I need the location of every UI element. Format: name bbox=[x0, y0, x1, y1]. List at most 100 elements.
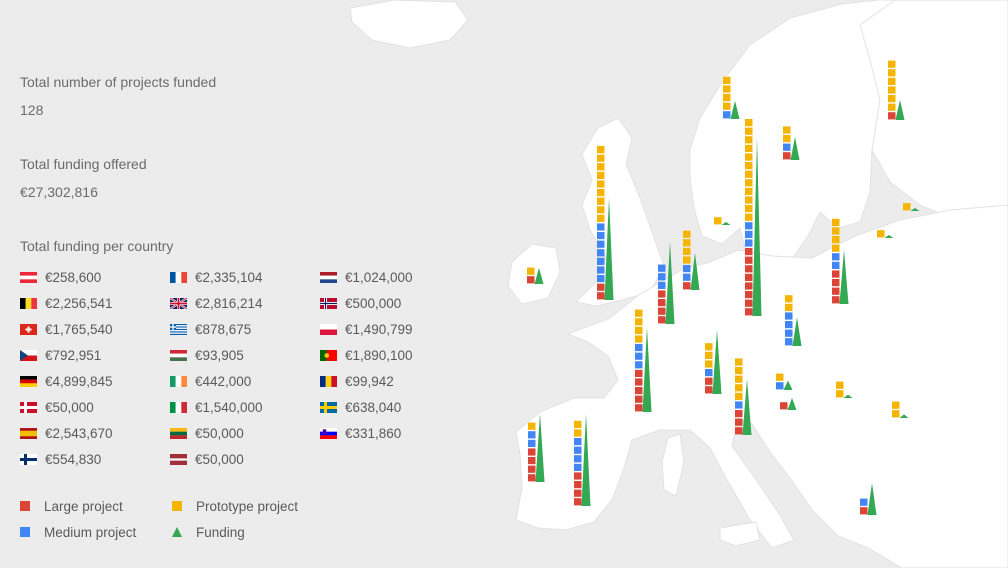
prototype-project-square bbox=[832, 236, 840, 244]
funding-triangle bbox=[792, 317, 802, 346]
large-project-square bbox=[832, 287, 840, 295]
prototype-project-square bbox=[597, 180, 605, 188]
medium-project-square bbox=[658, 264, 666, 272]
large-project-square bbox=[635, 404, 643, 412]
funding-triangle bbox=[712, 329, 722, 394]
funding-triangle bbox=[742, 379, 752, 435]
large-project-square bbox=[745, 256, 753, 264]
funding-triangle bbox=[910, 208, 920, 211]
medium-project-square bbox=[785, 338, 793, 346]
country-amount: €1,024,000 bbox=[345, 269, 413, 285]
medium-project-square bbox=[635, 361, 643, 369]
large-project-square bbox=[527, 276, 535, 284]
prototype-project-square bbox=[705, 343, 713, 351]
large-project-square bbox=[658, 299, 666, 307]
country-row: €554,830 bbox=[20, 446, 170, 472]
prototype-project-square bbox=[723, 94, 731, 102]
funding-triangle bbox=[787, 397, 797, 410]
large-project-square bbox=[658, 307, 666, 315]
country-amount: €258,600 bbox=[45, 269, 102, 285]
marker-poland bbox=[832, 218, 849, 304]
funding-per-country-list: €258,600 €2,256,541 €1,765,540 €792,951 €4,8… bbox=[20, 264, 480, 474]
medium-project-square bbox=[597, 257, 605, 265]
prototype-project-square bbox=[745, 196, 753, 204]
prototype-project-square bbox=[888, 77, 896, 85]
marker-netherlands bbox=[683, 230, 700, 290]
large-project-square bbox=[574, 498, 582, 506]
belgium-flag-icon bbox=[20, 297, 37, 309]
projects-label: Total number of projects funded bbox=[20, 74, 217, 90]
germany-flag-icon bbox=[20, 375, 37, 387]
medium-project-square bbox=[705, 369, 713, 377]
funding-label: Total funding offered bbox=[20, 156, 147, 172]
marker-portugal bbox=[528, 413, 545, 482]
country-amount: €1,490,799 bbox=[345, 321, 413, 337]
prototype-project-square bbox=[705, 360, 713, 368]
prototype-project-square bbox=[597, 154, 605, 162]
prototype-project-square bbox=[597, 163, 605, 171]
funding-triangle bbox=[884, 235, 894, 238]
country-amount: €2,335,104 bbox=[195, 269, 263, 285]
prototype-project-square bbox=[735, 384, 743, 392]
country-amount: €1,890,100 bbox=[345, 347, 413, 363]
large-project-square bbox=[783, 152, 791, 160]
country-row: €2,256,541 bbox=[20, 290, 170, 316]
prototype-project-square bbox=[745, 136, 753, 144]
funding-triangle bbox=[534, 267, 544, 284]
country-amount: €638,040 bbox=[345, 399, 402, 415]
marker-lithuania bbox=[877, 230, 894, 238]
medium-project-square bbox=[635, 344, 643, 352]
prototype-project-square bbox=[892, 401, 900, 409]
marker-germany bbox=[745, 119, 762, 316]
prototype-project-square bbox=[635, 326, 643, 334]
country-row: €50,000 bbox=[20, 394, 170, 420]
prototype-project-square bbox=[735, 375, 743, 383]
romania-flag-icon bbox=[320, 375, 337, 387]
marker-switzerland bbox=[705, 329, 722, 394]
marker-spain bbox=[574, 413, 591, 506]
medium-project-square bbox=[832, 253, 840, 261]
prototype-project-square bbox=[745, 170, 753, 178]
large-project-square bbox=[635, 387, 643, 395]
legend-large-label: Large project bbox=[44, 498, 123, 514]
large-project-square bbox=[574, 489, 582, 497]
legend-medium: Medium project bbox=[20, 522, 136, 542]
medium-project-square bbox=[574, 455, 582, 463]
country-row: €50,000 bbox=[170, 420, 320, 446]
country-amount: €50,000 bbox=[195, 451, 244, 467]
large-project-square bbox=[705, 386, 713, 394]
marker-romania bbox=[892, 401, 909, 418]
prototype-project-square bbox=[745, 127, 753, 135]
country-amount: €93,905 bbox=[195, 347, 244, 363]
marker-finland bbox=[888, 60, 905, 120]
prototype-project-square bbox=[735, 358, 743, 366]
large-project-square bbox=[735, 418, 743, 426]
prototype-project-square bbox=[735, 392, 743, 400]
large-project-square bbox=[745, 291, 753, 299]
large-project-square bbox=[635, 369, 643, 377]
medium-project-square bbox=[597, 266, 605, 274]
per-country-label: Total funding per country bbox=[20, 238, 174, 254]
country-amount: €2,816,214 bbox=[195, 295, 263, 311]
country-row: €638,040 bbox=[320, 394, 470, 420]
country-amount: €554,830 bbox=[45, 451, 102, 467]
czech-republic-flag-icon bbox=[20, 349, 37, 361]
prototype-project-square bbox=[785, 295, 793, 303]
medium-project-square bbox=[683, 265, 691, 273]
marker-norway bbox=[723, 76, 740, 119]
prototype-project-square bbox=[597, 189, 605, 197]
denmark-flag-icon bbox=[20, 401, 37, 413]
marker-italy bbox=[735, 358, 752, 435]
prototype-project-square bbox=[745, 119, 753, 127]
country-row: €1,540,000 bbox=[170, 394, 320, 420]
prototype-project-square bbox=[832, 218, 840, 226]
portugal-flag-icon bbox=[320, 349, 337, 361]
country-row: €878,675 bbox=[170, 316, 320, 342]
prototype-project-square bbox=[903, 203, 911, 211]
prototype-project-square bbox=[683, 247, 691, 255]
country-row: €500,000 bbox=[320, 290, 470, 316]
prototype-project-square bbox=[888, 103, 896, 111]
country-row: €4,899,845 bbox=[20, 368, 170, 394]
medium-project-square bbox=[528, 431, 536, 439]
funding-value: €27,302,816 bbox=[20, 184, 98, 200]
